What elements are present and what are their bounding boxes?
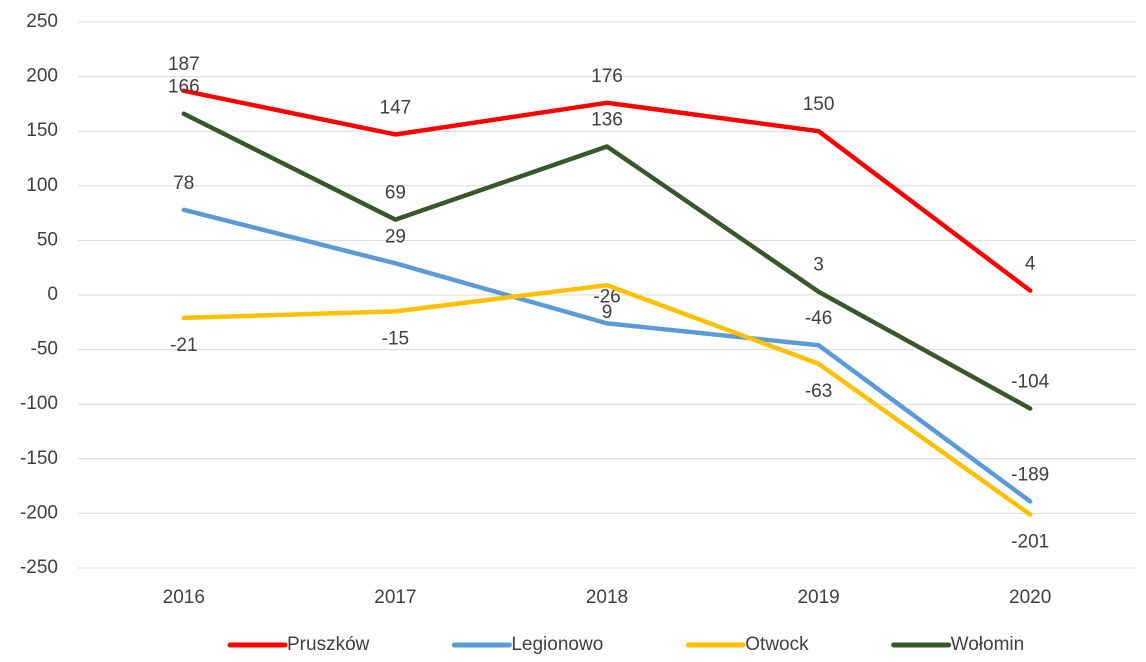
data-label: 150 <box>803 94 835 115</box>
y-tick-label: -50 <box>31 339 58 360</box>
y-tick-label: 200 <box>26 66 58 87</box>
data-label: -26 <box>593 286 620 307</box>
x-tick-label: 2018 <box>586 587 628 608</box>
series-line <box>181 88 1033 293</box>
data-label: 166 <box>168 77 200 98</box>
data-label: 69 <box>385 183 406 204</box>
data-label: -104 <box>1011 372 1049 393</box>
y-tick-label: 100 <box>26 175 58 196</box>
data-label: 9 <box>602 302 613 323</box>
legend-label: Otwock <box>745 634 809 655</box>
data-label: 147 <box>380 97 412 118</box>
y-tick-label: -200 <box>20 502 58 523</box>
y-tick-label: 50 <box>37 229 58 250</box>
data-label: -201 <box>1011 532 1049 553</box>
data-label: -189 <box>1011 464 1049 485</box>
legend-label: Pruszków <box>287 634 370 655</box>
data-label: 187 <box>168 54 200 75</box>
y-tick-label: 0 <box>47 284 58 305</box>
data-label: 78 <box>173 173 194 194</box>
legend-label: Legionowo <box>511 634 603 655</box>
x-tick-label: 2016 <box>163 587 205 608</box>
data-label: 29 <box>385 226 406 247</box>
x-tick-label: 2017 <box>374 587 416 608</box>
data-label: -63 <box>805 381 832 402</box>
y-tick-label: -250 <box>20 557 58 578</box>
x-tick-label: 2020 <box>1009 587 1051 608</box>
series-line <box>181 207 1033 504</box>
x-tick-label: 2019 <box>797 587 839 608</box>
y-tick-label: -150 <box>20 448 58 469</box>
y-tick-label: 150 <box>26 120 58 141</box>
data-label: -21 <box>170 335 197 356</box>
legend-label: Wołomin <box>951 634 1025 655</box>
y-tick-label: -100 <box>20 393 58 414</box>
series-line <box>181 282 1033 517</box>
y-tick-label: 250 <box>26 11 58 32</box>
data-label: 176 <box>591 66 623 87</box>
data-label: 3 <box>813 255 824 276</box>
data-label: -15 <box>382 328 409 349</box>
data-label: -46 <box>805 308 832 329</box>
series-line <box>181 111 1033 411</box>
data-label: 4 <box>1025 254 1036 275</box>
data-label: 136 <box>591 110 623 131</box>
